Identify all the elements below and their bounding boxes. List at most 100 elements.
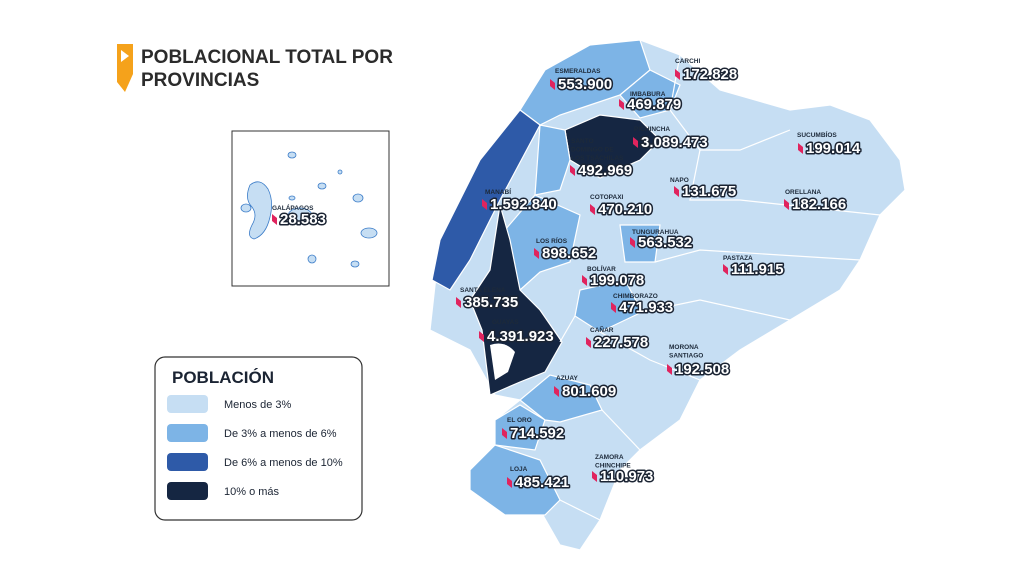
location-marker xyxy=(590,204,595,215)
location-marker xyxy=(592,471,597,482)
province-value: 111.915 xyxy=(731,261,784,278)
province-value: 492.969 xyxy=(578,162,632,179)
province-name: PICHINCHA xyxy=(634,126,670,133)
title-icon-arrow xyxy=(121,50,129,62)
province-name: GUAYAS xyxy=(492,319,519,326)
province-name: CHINCHIPE xyxy=(595,463,631,470)
province-name: TUNGURAHUA xyxy=(632,229,679,236)
location-marker xyxy=(611,302,616,313)
province-name: SANTO xyxy=(571,138,594,145)
ecuador-map xyxy=(429,39,906,551)
province-name: AZUAY xyxy=(556,375,578,382)
province-name: MORONA xyxy=(669,344,699,351)
location-marker xyxy=(479,331,484,342)
province-value: 385.735 xyxy=(464,294,518,311)
province-name: LOJA xyxy=(510,466,528,473)
legend-swatch xyxy=(167,424,208,442)
legend-items: Menos de 3% De 3% a menos de 6% De 6% a me… xyxy=(167,395,343,500)
location-marker xyxy=(482,199,487,210)
province-value: 28.583 xyxy=(280,211,326,228)
legend-label: 10% o más xyxy=(224,486,280,498)
location-marker xyxy=(723,264,728,275)
province-value: 563.532 xyxy=(638,234,692,251)
province-value: 470.210 xyxy=(598,201,652,218)
legend-swatch xyxy=(167,395,208,413)
province-value: 172.828 xyxy=(683,66,737,83)
province-name: SANTIAGO xyxy=(669,353,703,360)
location-marker xyxy=(667,364,672,375)
province-value: 898.652 xyxy=(542,245,596,262)
location-marker xyxy=(456,297,461,308)
province-name: ORELLANA xyxy=(785,189,821,196)
province-shape xyxy=(534,124,571,196)
province-name: SANTA ELENA xyxy=(460,287,506,294)
province-value: 469.879 xyxy=(627,96,681,113)
location-marker xyxy=(586,337,591,348)
province-value: 3.089.473 xyxy=(641,134,708,151)
location-marker xyxy=(633,137,638,148)
legend-swatch xyxy=(167,453,208,471)
province-name: LOS RÍOS xyxy=(536,236,568,245)
province-name: CAÑAR xyxy=(590,325,614,334)
province-shape xyxy=(431,109,541,291)
location-marker xyxy=(534,248,539,259)
location-marker xyxy=(674,186,679,197)
location-marker xyxy=(272,214,277,225)
province-value: 131.675 xyxy=(682,183,736,200)
title-line: POBLACIONAL TOTAL POR xyxy=(141,47,393,68)
province-shape xyxy=(619,69,681,119)
province-name: DOMINGO DE xyxy=(571,147,614,154)
legend-swatch xyxy=(167,482,208,500)
province-value: 485.421 xyxy=(515,474,569,491)
location-marker xyxy=(784,199,789,210)
location-marker xyxy=(502,428,507,439)
province-value: 471.933 xyxy=(619,299,673,316)
province-shape xyxy=(494,404,546,451)
location-marker xyxy=(582,275,587,286)
province-value: 1.592.840 xyxy=(490,196,557,213)
province-value: 199.078 xyxy=(590,272,644,289)
province-value: 801.609 xyxy=(562,383,616,400)
province-value: 192.508 xyxy=(675,361,729,378)
province-name: CHIMBORAZO xyxy=(613,293,658,300)
province-name: ZAMORA xyxy=(595,454,624,461)
galapagos-islands xyxy=(240,151,378,268)
province-name: ESMERALDAS xyxy=(555,68,601,75)
province-value: 182.166 xyxy=(792,196,846,213)
title-line: PROVINCIAS xyxy=(141,70,259,91)
province-name: IMBABURA xyxy=(630,91,666,98)
province-shape xyxy=(574,279,643,333)
province-name: SUCUMBÍOS xyxy=(797,130,837,139)
province-value: 199.014 xyxy=(806,140,861,157)
location-marker xyxy=(630,237,635,248)
province-value: 227.578 xyxy=(594,334,648,351)
legend-label: De 6% a menos de 10% xyxy=(224,457,343,469)
province-name: COTOPAXI xyxy=(590,194,624,201)
location-marker xyxy=(550,79,555,90)
province-name: BOLÍVAR xyxy=(587,264,616,273)
location-marker xyxy=(675,69,680,80)
province-value: 714.592 xyxy=(510,425,564,442)
province-shape xyxy=(469,444,561,516)
province-value: 4.391.923 xyxy=(487,328,554,345)
province-name: LOS TSÁCHILAS xyxy=(571,153,624,162)
location-marker xyxy=(507,477,512,488)
province-value: 553.900 xyxy=(558,76,612,93)
province-value: 110.973 xyxy=(600,468,653,485)
province-name: MANABÍ xyxy=(485,187,511,196)
gulf-islands xyxy=(490,343,515,380)
province-name: GALÁPAGOS xyxy=(272,203,314,212)
legend-label: Menos de 3% xyxy=(224,399,291,411)
province-name: CARCHI xyxy=(675,58,700,65)
province-name: EL ORO xyxy=(507,417,532,424)
province-name: PASTAZA xyxy=(723,255,753,262)
legend-label: De 3% a menos de 6% xyxy=(224,428,337,440)
province-borders xyxy=(559,54,881,521)
location-marker xyxy=(554,386,559,397)
legend-title: POBLACIÓN xyxy=(172,368,274,387)
location-marker xyxy=(798,143,803,154)
province-name: NAPO xyxy=(670,177,689,184)
